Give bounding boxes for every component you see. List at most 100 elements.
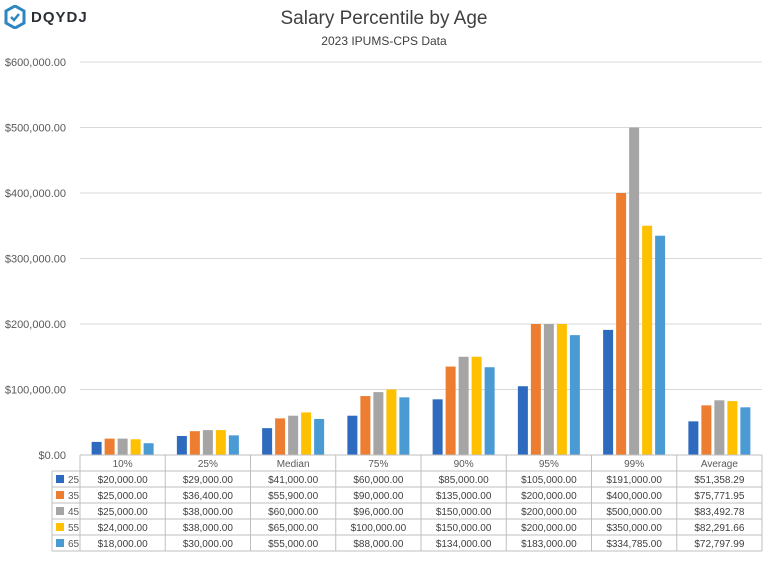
table-cell: $30,000.00 xyxy=(183,539,233,550)
brand-logo: DQYDJ xyxy=(4,4,88,30)
bars xyxy=(91,127,751,455)
legend-label-45: 45 xyxy=(68,507,80,518)
table-cell: $135,000.00 xyxy=(436,491,492,502)
table-cell: $105,000.00 xyxy=(521,475,577,486)
bar-35-0 xyxy=(104,438,115,455)
legend-swatch-65 xyxy=(56,539,64,547)
bar-45-4 xyxy=(458,356,469,455)
bar-55-0 xyxy=(130,439,141,455)
legend-label-35: 35 xyxy=(68,491,80,502)
y-tick-label: $400,000.00 xyxy=(5,188,66,200)
table-cell: $100,000.00 xyxy=(351,523,407,534)
table-cell: $350,000.00 xyxy=(606,523,662,534)
bar-65-7 xyxy=(740,407,751,455)
chart-subtitle: 2023 IPUMS-CPS Data xyxy=(321,34,447,48)
x-category-label: 25% xyxy=(198,459,218,470)
bar-25-7 xyxy=(688,421,699,455)
bar-55-6 xyxy=(642,225,653,455)
table-cell: $150,000.00 xyxy=(436,507,492,518)
legend-swatch-35 xyxy=(56,491,64,499)
bar-65-4 xyxy=(484,367,495,455)
table-cell: $36,400.00 xyxy=(183,491,233,502)
table-cell: $83,492.78 xyxy=(694,507,744,518)
bar-55-4 xyxy=(471,356,482,455)
bar-25-5 xyxy=(517,386,528,455)
table-cell: $38,000.00 xyxy=(183,523,233,534)
bar-35-2 xyxy=(275,418,286,455)
bar-45-7 xyxy=(714,400,725,455)
table-cell: $334,785.00 xyxy=(606,539,662,550)
bar-25-3 xyxy=(347,415,358,455)
bar-55-5 xyxy=(556,324,567,455)
y-tick-label: $0.00 xyxy=(38,450,66,462)
y-axis-ticks: $0.00 $100,000.00 $200,000.00 $300,000.00 $4… xyxy=(5,57,66,462)
bar-45-2 xyxy=(288,415,299,455)
table-cell: $75,771.95 xyxy=(694,491,744,502)
bar-45-6 xyxy=(629,127,640,455)
table-cell: $200,000.00 xyxy=(521,523,577,534)
bar-25-4 xyxy=(432,399,443,455)
bar-45-1 xyxy=(202,430,213,455)
x-category-label: 95% xyxy=(539,459,559,470)
bar-65-0 xyxy=(143,443,154,455)
table-cell: $85,000.00 xyxy=(439,475,489,486)
legend-label-55: 55 xyxy=(68,523,80,534)
bar-65-2 xyxy=(314,418,325,455)
table-cell: $55,000.00 xyxy=(268,539,318,550)
bar-55-3 xyxy=(386,389,397,455)
table-cell: $29,000.00 xyxy=(183,475,233,486)
table-cell: $96,000.00 xyxy=(353,507,403,518)
table-cell: $200,000.00 xyxy=(521,507,577,518)
table-cell: $20,000.00 xyxy=(98,475,148,486)
legend-label-65: 65 xyxy=(68,539,80,550)
bar-65-1 xyxy=(228,435,239,455)
bar-35-4 xyxy=(445,366,456,455)
bar-25-2 xyxy=(262,428,273,455)
table-cell: $72,797.99 xyxy=(694,539,744,550)
bar-25-0 xyxy=(91,441,102,455)
table-cell: $60,000.00 xyxy=(353,475,403,486)
table-cell: $25,000.00 xyxy=(98,507,148,518)
table-cell: $200,000.00 xyxy=(521,491,577,502)
table-cell: $88,000.00 xyxy=(353,539,403,550)
x-category-label: Median xyxy=(277,459,310,470)
x-category-label: 90% xyxy=(454,459,474,470)
bar-35-6 xyxy=(616,193,627,455)
y-tick-label: $100,000.00 xyxy=(5,385,66,397)
bar-25-6 xyxy=(603,329,614,455)
dqydj-logo-icon xyxy=(4,5,26,29)
table-cell: $51,358.29 xyxy=(694,475,744,486)
table-cell: $24,000.00 xyxy=(98,523,148,534)
legend-swatch-45 xyxy=(56,507,64,515)
table-cell: $183,000.00 xyxy=(521,539,577,550)
legend-swatch-25 xyxy=(56,475,64,483)
bar-45-5 xyxy=(543,324,554,455)
bar-55-7 xyxy=(727,401,738,455)
table-cell: $55,900.00 xyxy=(268,491,318,502)
table-cell: $150,000.00 xyxy=(436,523,492,534)
table-cell: $90,000.00 xyxy=(353,491,403,502)
table-cell: $18,000.00 xyxy=(98,539,148,550)
bar-35-3 xyxy=(360,396,371,455)
table-cell: $500,000.00 xyxy=(606,507,662,518)
table-cell: $134,000.00 xyxy=(436,539,492,550)
table-cell: $191,000.00 xyxy=(606,475,662,486)
table-cell: $65,000.00 xyxy=(268,523,318,534)
bar-25-1 xyxy=(176,436,187,455)
table-cell: $82,291.66 xyxy=(694,523,744,534)
bar-45-3 xyxy=(373,392,384,455)
y-tick-label: $200,000.00 xyxy=(5,319,66,331)
bar-45-0 xyxy=(117,438,128,455)
bar-55-2 xyxy=(301,412,312,455)
y-tick-label: $500,000.00 xyxy=(5,123,66,135)
legend-swatch-55 xyxy=(56,523,64,531)
data-table: 10% 25% Median 75% 90% 95% 99% Average 25 $20,000… xyxy=(51,454,763,552)
brand-name: DQYDJ xyxy=(31,8,88,26)
table-cell: $38,000.00 xyxy=(183,507,233,518)
x-category-label: 10% xyxy=(113,459,133,470)
x-category-label: 75% xyxy=(368,459,388,470)
table-cell: $25,000.00 xyxy=(98,491,148,502)
bar-65-3 xyxy=(399,397,410,455)
y-tick-label: $600,000.00 xyxy=(5,57,66,69)
